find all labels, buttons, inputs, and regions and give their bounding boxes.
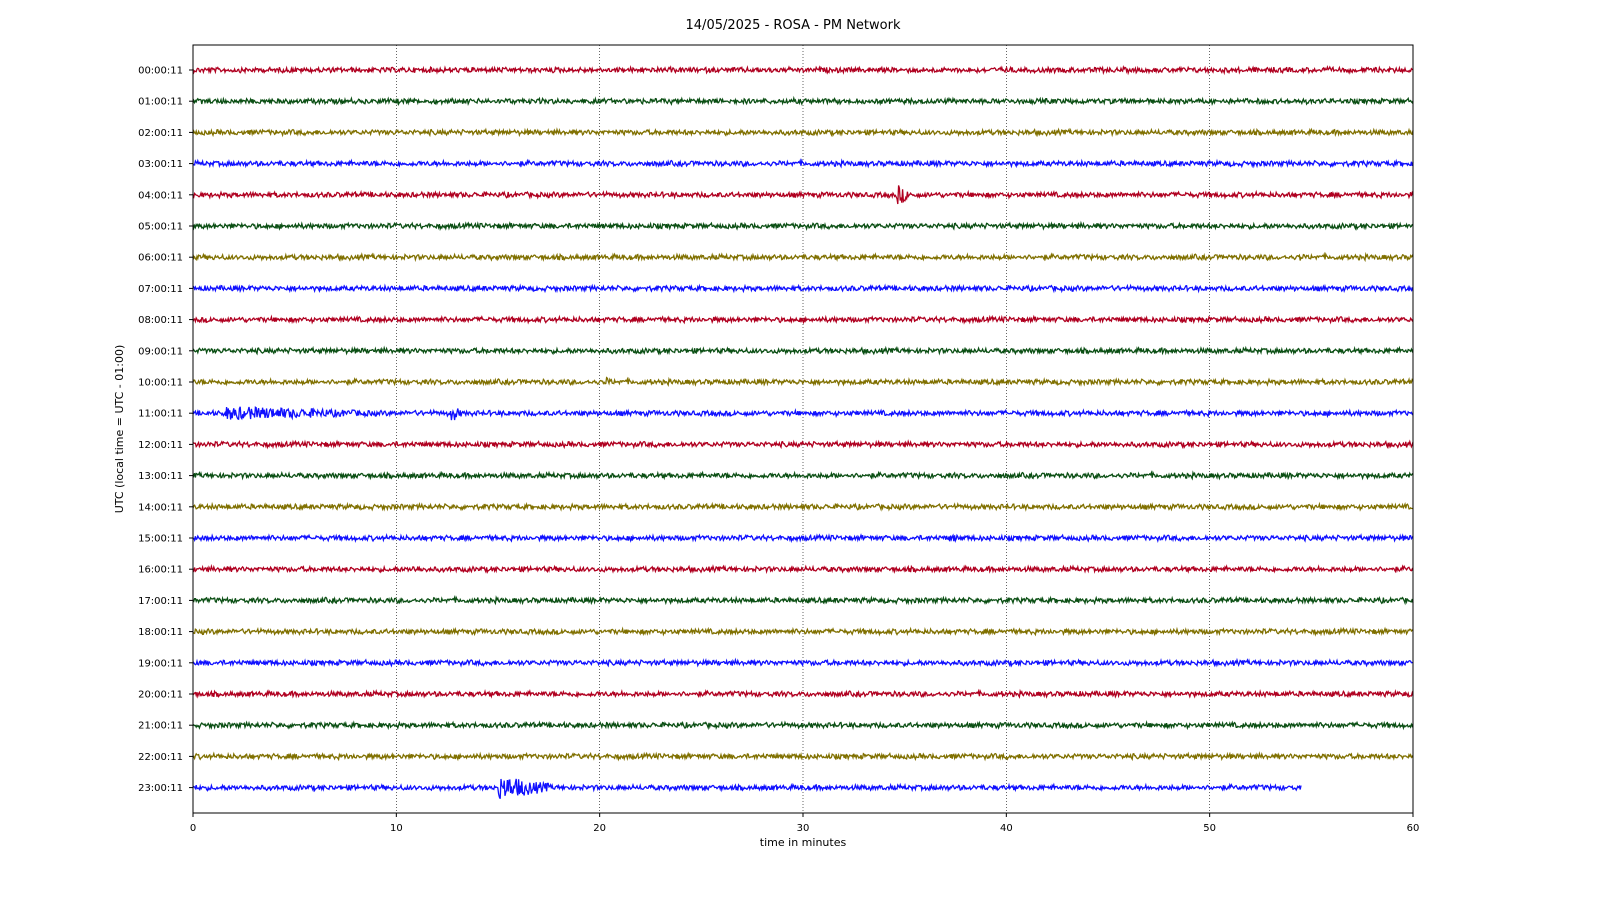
trace-13:00:11	[192, 470, 1414, 481]
y-tick-label-4: 04:00:11	[138, 190, 183, 201]
y-tick-label-20: 20:00:11	[138, 690, 183, 701]
y-tick-label-7: 07:00:11	[138, 284, 183, 295]
trace-20:00:11	[192, 688, 1414, 699]
chart-title: 14/05/2025 - ROSA - PM Network	[686, 18, 901, 33]
y-tick-label-18: 18:00:11	[138, 627, 183, 638]
y-tick-label-13: 13:00:11	[138, 471, 183, 482]
x-tick-label-50: 50	[1203, 823, 1216, 834]
trace-07:00:11	[192, 283, 1414, 294]
x-tick-label-60: 60	[1407, 823, 1420, 834]
seismogram-traces	[192, 64, 1414, 799]
x-axis-label: time in minutes	[760, 836, 847, 849]
y-tick-label-17: 17:00:11	[138, 596, 183, 607]
trace-01:00:11	[192, 95, 1414, 107]
y-tick-label-9: 09:00:11	[138, 346, 183, 357]
y-tick-label-15: 15:00:11	[138, 534, 183, 545]
trace-05:00:11	[192, 220, 1414, 232]
x-tick-label-10: 10	[390, 823, 403, 834]
y-tick-label-8: 08:00:11	[138, 315, 183, 326]
y-tick-label-1: 01:00:11	[138, 97, 183, 108]
trace-06:00:11	[192, 251, 1414, 263]
y-tick-label-2: 02:00:11	[138, 128, 183, 139]
trace-21:00:11	[192, 720, 1414, 731]
y-tick-label-14: 14:00:11	[138, 502, 183, 513]
x-tick-label-30: 30	[797, 823, 810, 834]
trace-16:00:11	[192, 563, 1414, 575]
y-tick-label-21: 21:00:11	[138, 721, 183, 732]
y-tick-label-10: 10:00:11	[138, 378, 183, 389]
trace-11:00:11	[192, 406, 1414, 421]
y-axis-label: UTC (local time = UTC - 01:00)	[113, 345, 126, 514]
trace-22:00:11	[192, 751, 1414, 762]
trace-12:00:11	[192, 439, 1414, 450]
trace-14:00:11	[192, 501, 1414, 512]
y-tick-label-11: 11:00:11	[138, 409, 183, 420]
trace-08:00:11	[192, 314, 1414, 325]
x-tick-label-40: 40	[1000, 823, 1013, 834]
trace-04:00:11	[192, 185, 1414, 205]
y-tick-labels: 00:00:11 01:00:11 02:00:11 03:00:11 04:00:11…	[138, 66, 193, 794]
y-tick-label-19: 19:00:11	[138, 658, 183, 669]
plot-frame	[192, 44, 1414, 814]
gridlines	[396, 45, 1210, 813]
trace-03:00:11	[192, 158, 1414, 169]
trace-09:00:11	[192, 345, 1414, 356]
y-tick-label-5: 05:00:11	[138, 222, 183, 233]
y-tick-label-12: 12:00:11	[138, 440, 183, 451]
y-tick-label-3: 03:00:11	[138, 159, 183, 170]
y-tick-label-23: 23:00:11	[138, 783, 183, 794]
x-tick-label-0: 0	[190, 823, 196, 834]
trace-00:00:11	[192, 64, 1414, 76]
trace-23:00:11	[192, 778, 1302, 799]
y-tick-label-6: 06:00:11	[138, 253, 183, 264]
trace-19:00:11	[192, 657, 1413, 668]
trace-10:00:11	[192, 376, 1414, 387]
trace-17:00:11	[192, 594, 1414, 606]
x-ticks: 0 10 20 30 40 50 60	[190, 813, 1420, 834]
x-tick-label-20: 20	[593, 823, 606, 834]
trace-15:00:11	[192, 533, 1414, 544]
y-tick-label-0: 00:00:11	[138, 66, 183, 77]
trace-18:00:11	[192, 626, 1414, 637]
trace-02:00:11	[192, 127, 1414, 138]
y-tick-label-16: 16:00:11	[138, 565, 183, 576]
y-tick-label-22: 22:00:11	[138, 752, 183, 763]
